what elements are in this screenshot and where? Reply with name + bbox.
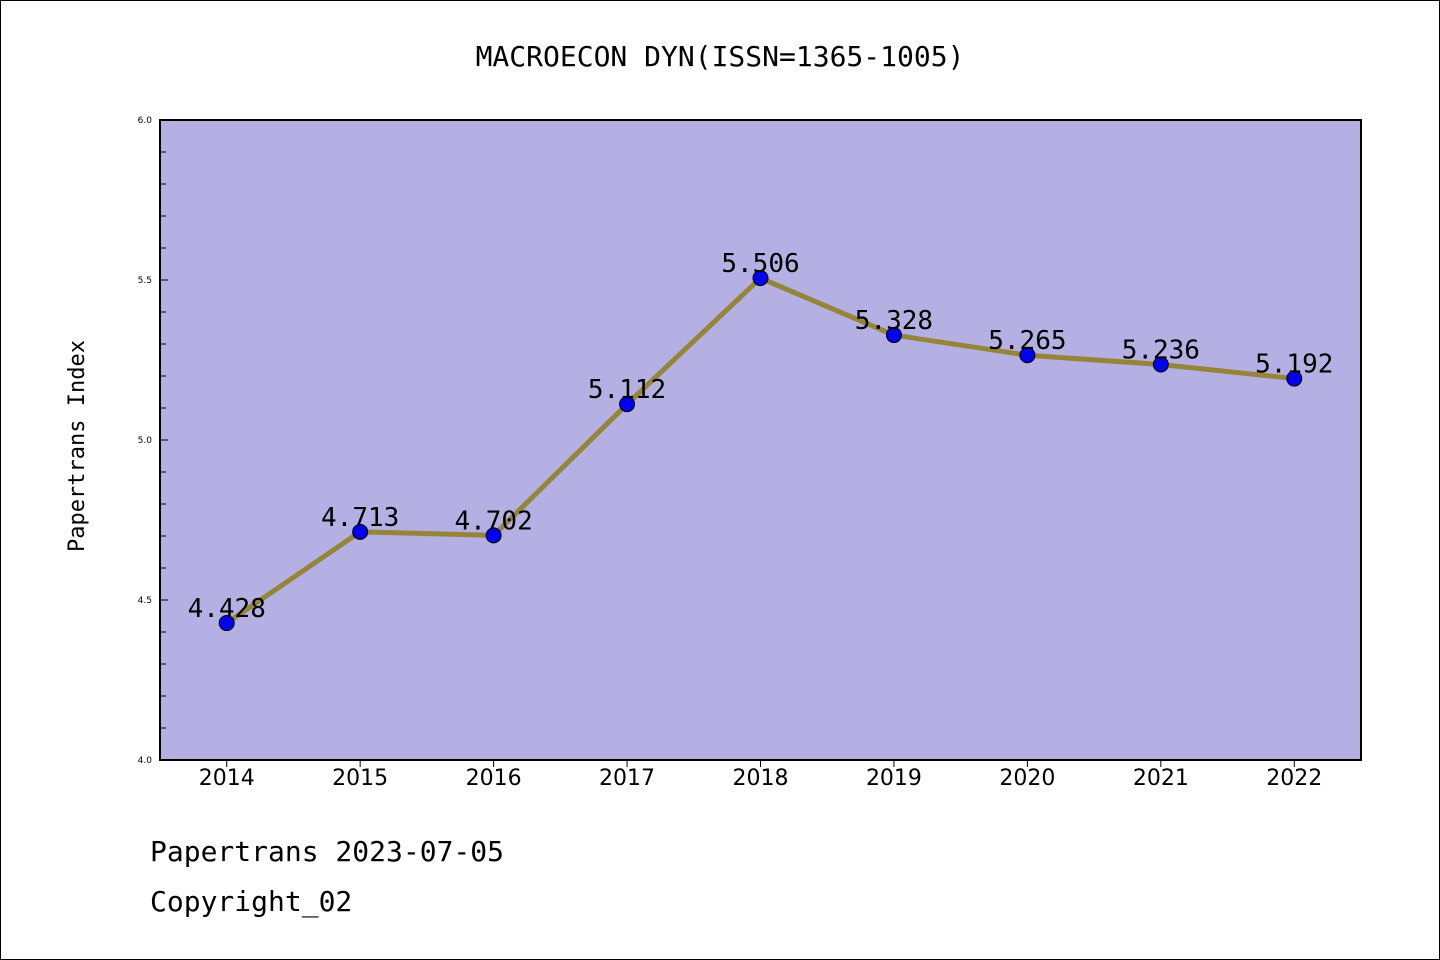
y-tick-label: 4.5 xyxy=(138,596,152,606)
footer-date: Papertrans 2023-07-05 xyxy=(150,835,505,868)
data-label: 4.702 xyxy=(454,506,532,536)
footer-copyright: Copyright_02 xyxy=(150,885,353,918)
data-point xyxy=(218,615,235,632)
data-point xyxy=(1152,356,1169,373)
data-label: 5.265 xyxy=(988,326,1066,356)
y-axis-label: Papertrans Index xyxy=(65,340,90,552)
data-label: 4.713 xyxy=(321,503,399,533)
x-tick-label: 2021 xyxy=(1133,766,1189,791)
data-label: 4.428 xyxy=(188,594,266,624)
data-point xyxy=(352,523,369,540)
x-tick-label: 2015 xyxy=(332,766,388,791)
data-point xyxy=(1019,347,1036,364)
data-point xyxy=(885,327,902,344)
data-label: 5.192 xyxy=(1255,350,1333,380)
data-point xyxy=(619,396,636,413)
y-tick-label: 4.0 xyxy=(138,756,153,766)
x-tick-label: 2022 xyxy=(1266,766,1322,791)
data-point xyxy=(485,527,502,544)
x-tick-label: 2020 xyxy=(999,766,1055,791)
data-label: 5.236 xyxy=(1122,335,1200,365)
data-markers xyxy=(218,270,1303,632)
plot-area xyxy=(159,119,1362,761)
data-label: 5.328 xyxy=(855,306,933,336)
data-label: 5.112 xyxy=(588,375,666,405)
x-tick-label: 2018 xyxy=(733,766,789,791)
x-tick-label: 2019 xyxy=(866,766,922,791)
chart-title: MACROECON DYN(ISSN=1365-1005) xyxy=(476,40,965,73)
y-tick-label: 5.0 xyxy=(138,436,153,446)
x-tick-label: 2016 xyxy=(466,766,522,791)
y-tick-label: 6.0 xyxy=(138,116,153,126)
y-tick-label: 5.5 xyxy=(138,276,152,286)
axis-ticks: 4.0 4.5 5.0 5.5 6.0 2014 2015 2016 2017 2018 2019 2… xyxy=(138,116,1323,791)
data-label: 5.506 xyxy=(721,249,799,279)
data-point xyxy=(1286,370,1303,387)
data-point xyxy=(752,270,769,287)
x-tick-label: 2014 xyxy=(199,766,255,791)
data-labels: 4.428 4.713 4.702 5.112 5.506 5.328 5.265 5.236… xyxy=(188,249,1334,624)
x-tick-label: 2017 xyxy=(599,766,655,791)
